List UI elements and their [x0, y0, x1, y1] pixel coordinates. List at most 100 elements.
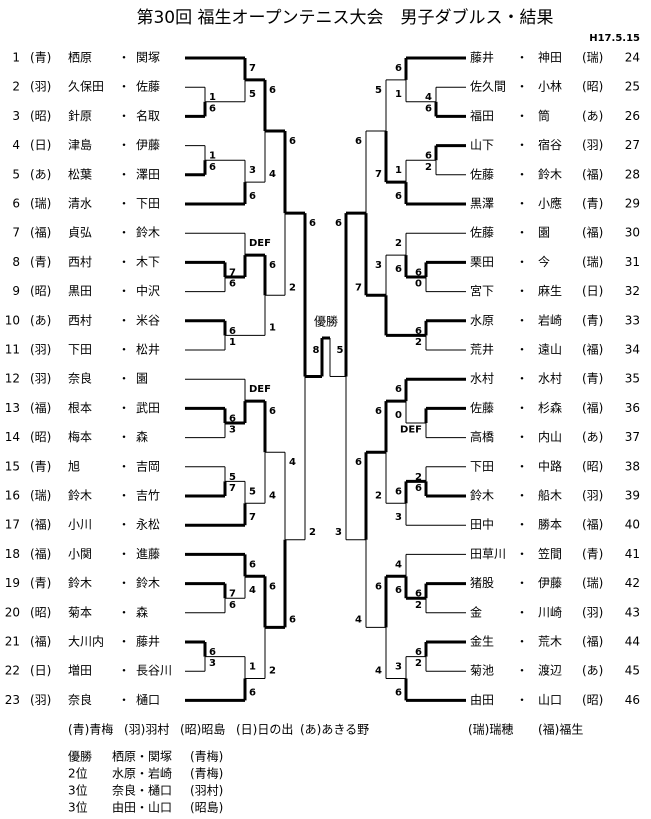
- score: 2: [309, 527, 316, 538]
- entry-name: 猪股: [470, 576, 494, 590]
- score: 6: [229, 413, 236, 424]
- entry-name: 下田: [136, 197, 160, 211]
- separator: ・: [516, 51, 528, 65]
- score: 6: [355, 457, 362, 468]
- entry-no: 33: [625, 313, 640, 327]
- entry-school: (羽): [30, 80, 51, 94]
- entry-school: (羽): [582, 138, 603, 152]
- entry-school: (福): [30, 634, 51, 649]
- score: 2: [415, 600, 422, 611]
- score: 6: [395, 63, 402, 74]
- separator: ・: [118, 547, 130, 561]
- entry-no: 12: [5, 372, 20, 386]
- entry-school: (青): [30, 459, 51, 473]
- score: 2: [395, 238, 402, 249]
- entry-name: 笠間: [538, 546, 562, 561]
- score: 2: [375, 490, 382, 501]
- legend-item: (昭)昭島: [180, 722, 225, 737]
- entry-school: (昭): [30, 109, 51, 123]
- score: 6: [395, 687, 402, 698]
- entry-name: 神田: [538, 51, 562, 65]
- score: 2: [415, 658, 422, 669]
- score: 6: [249, 191, 256, 202]
- entry-name: 宿谷: [538, 137, 562, 152]
- separator: ・: [516, 343, 528, 357]
- entry-name: 園: [136, 372, 148, 386]
- separator: ・: [118, 167, 130, 181]
- entry-name: 菊本: [68, 605, 92, 619]
- separator: ・: [118, 693, 130, 707]
- entry-name: 津島: [68, 137, 92, 152]
- score: 6: [355, 136, 362, 147]
- entry-name: 水村: [538, 372, 562, 386]
- entry-name: 筒: [538, 108, 550, 123]
- separator: ・: [118, 401, 130, 415]
- score: 6: [415, 483, 422, 494]
- separator: ・: [118, 138, 130, 152]
- entry-name: 船木: [538, 489, 562, 503]
- entry-name: 小應: [538, 196, 562, 211]
- entry-name: 下田: [68, 343, 92, 357]
- entry-no: 26: [625, 109, 640, 123]
- entry-no: 45: [625, 664, 640, 678]
- entry-no: 11: [5, 343, 20, 357]
- entry-no: 36: [625, 401, 640, 415]
- score: 6: [269, 260, 276, 271]
- entry-school: (日): [30, 138, 51, 152]
- separator: ・: [516, 255, 528, 269]
- entry-school: (瑞): [582, 51, 603, 65]
- score: 3: [209, 658, 216, 669]
- score: 1: [209, 151, 216, 162]
- entry-no: 40: [625, 518, 640, 532]
- entry-name: 川崎: [538, 605, 562, 619]
- entry-no: 32: [625, 284, 640, 298]
- entry-school: (瑞): [30, 489, 51, 503]
- entry-name: 下田: [470, 459, 494, 473]
- separator: ・: [118, 489, 130, 503]
- separator: ・: [118, 635, 130, 649]
- result-names: 奈良・樋口: [112, 783, 172, 798]
- entry-school: (青): [582, 313, 603, 327]
- separator: ・: [516, 693, 528, 707]
- score: 3: [249, 165, 256, 176]
- entry-name: 山口: [538, 693, 562, 707]
- entry-school: (福): [582, 517, 603, 532]
- entry-school: (羽): [30, 372, 51, 386]
- score: 6: [395, 384, 402, 395]
- entry-name: 山下: [470, 138, 494, 152]
- entry-name: 清水: [68, 197, 92, 211]
- entry-name: 大川内: [68, 635, 104, 649]
- entry-school: (羽): [582, 605, 603, 619]
- entry-name: 鈴木: [136, 575, 160, 590]
- score: 5: [229, 472, 236, 483]
- score: 7: [229, 267, 236, 278]
- entry-name: 今: [538, 254, 550, 269]
- score: 1: [269, 322, 276, 333]
- entry-school: (瑞): [582, 576, 603, 590]
- result-school: (羽村): [190, 784, 223, 798]
- separator: ・: [118, 80, 130, 94]
- entry-name: 木下: [136, 255, 160, 269]
- entry-no: 16: [5, 489, 20, 503]
- entry-school: (福): [582, 342, 603, 357]
- legend-item: (福)福生: [538, 722, 583, 737]
- entry-name: 佐藤: [136, 80, 160, 94]
- separator: ・: [118, 459, 130, 473]
- entry-name: 菊池: [470, 664, 494, 678]
- entry-no: 1: [12, 51, 20, 65]
- separator: ・: [118, 284, 130, 298]
- separator: ・: [516, 167, 528, 181]
- entry-name: 武田: [136, 401, 160, 415]
- entry-no: 28: [625, 167, 640, 181]
- score: 3: [375, 260, 382, 271]
- score: 1: [249, 662, 256, 673]
- entry-name: 森: [136, 604, 148, 619]
- result-school: (青梅): [190, 749, 223, 764]
- entry-no: 35: [625, 372, 640, 386]
- entry-no: 15: [5, 459, 20, 473]
- result-place: 優勝: [68, 749, 92, 764]
- separator: ・: [516, 109, 528, 123]
- entry-name: 根本: [68, 401, 92, 415]
- score: 6: [269, 406, 276, 417]
